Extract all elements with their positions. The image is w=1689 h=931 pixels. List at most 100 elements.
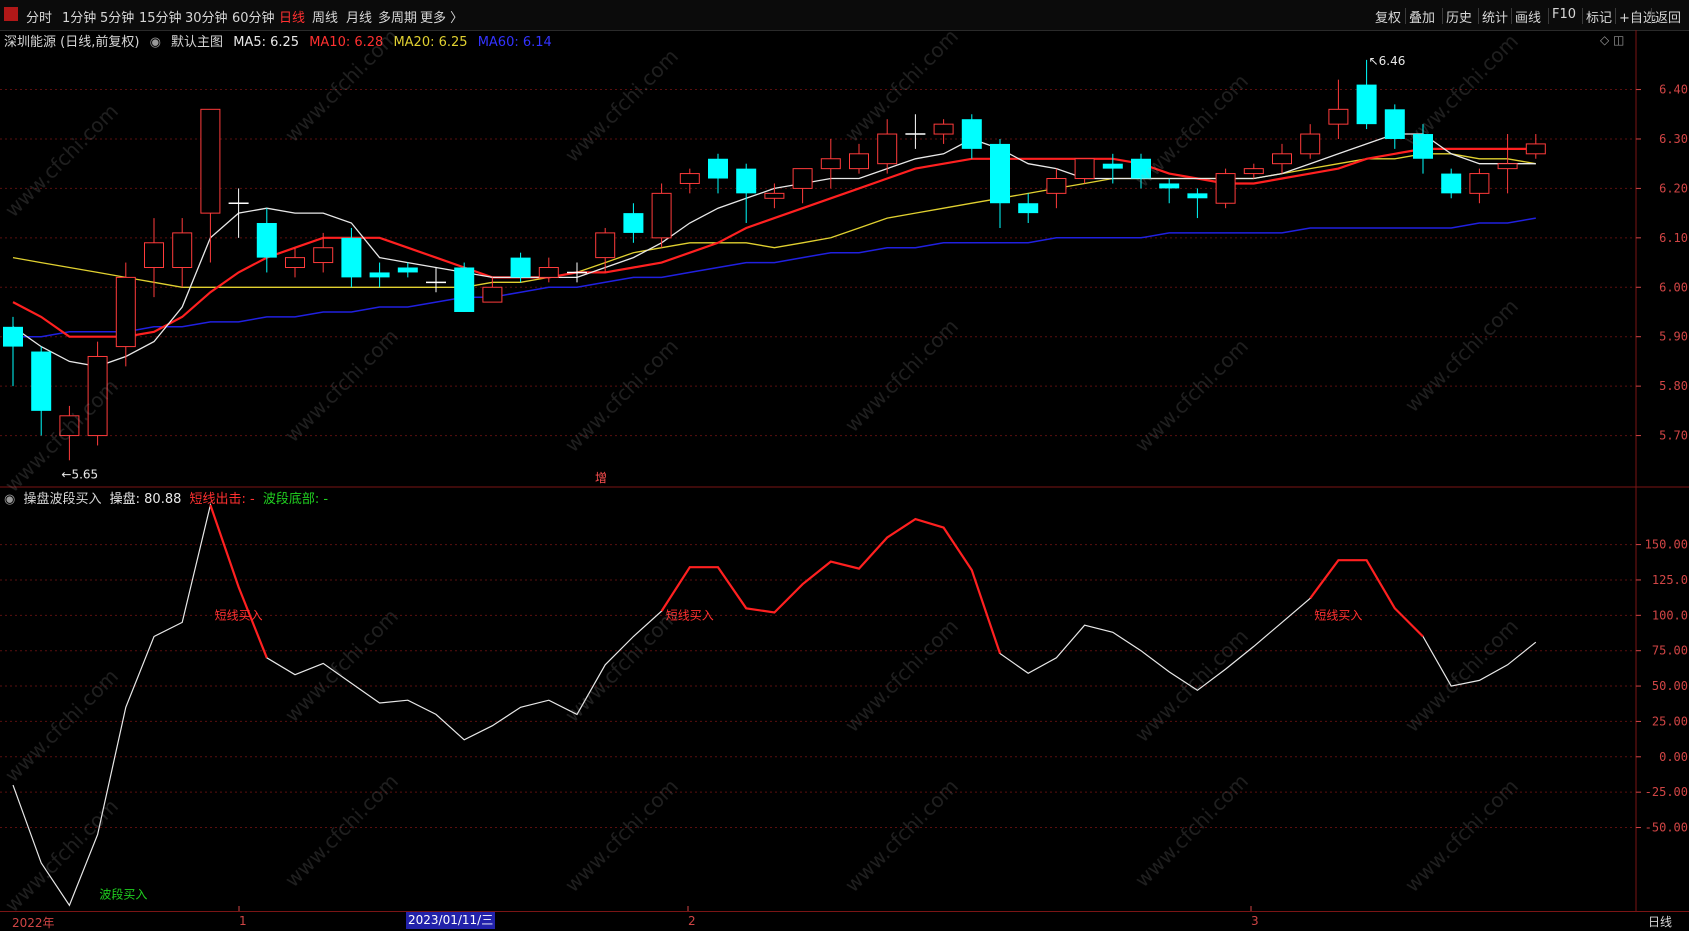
band-bottom-value: 波段底部: - <box>262 492 329 507</box>
period-tag[interactable]: 日线 <box>1648 915 1673 929</box>
period-tab-8[interactable]: 月线 <box>346 11 373 26</box>
candle-body-down <box>1187 193 1208 199</box>
candle-body-up <box>849 153 869 170</box>
price-tick-label: 6.20 <box>1659 181 1688 195</box>
price-tick-label: 5.80 <box>1659 379 1688 393</box>
toolbar-button-7[interactable]: +自选 <box>1619 11 1656 26</box>
candle-body-down <box>31 351 52 411</box>
candle-body-up <box>115 276 136 348</box>
period-tab-3[interactable]: 15分钟 <box>139 11 182 26</box>
candle-body-up <box>595 232 616 259</box>
candle-body-down <box>3 326 23 347</box>
indicator-line <box>12 502 1537 907</box>
period-tab-7[interactable]: 周线 <box>312 11 339 26</box>
indicator-tick-label: 125.0 <box>1652 573 1688 587</box>
candle-body-down <box>961 119 982 149</box>
ma60-value: MA60: 6.14 <box>477 35 552 50</box>
candle-body-up <box>313 247 334 264</box>
period-tab-6[interactable]: 日线 <box>279 11 306 26</box>
toolbar-button-8[interactable]: 返回 <box>1655 11 1682 26</box>
period-tab-4[interactable]: 30分钟 <box>185 11 228 26</box>
candle-body-up <box>200 108 221 214</box>
template-dropdown-icon[interactable]: ◉ <box>149 35 161 50</box>
price-tick-label: 6.40 <box>1659 83 1688 97</box>
candle-body-down <box>1356 84 1377 125</box>
candle-body-up <box>482 286 503 303</box>
candle-body-up <box>1074 158 1095 180</box>
toolbar-divider <box>1442 8 1443 24</box>
short-buy-label: 短线买入 <box>1314 608 1362 622</box>
candle-body-up <box>651 192 672 239</box>
indicator-red-segment <box>660 517 1002 654</box>
candle-body-down <box>369 272 390 278</box>
app-logo-icon[interactable] <box>4 7 18 21</box>
ma20-value: MA20: 6.25 <box>393 35 468 50</box>
cursor-date-label: 2023/01/11/三 <box>406 912 496 929</box>
period-tab-10[interactable]: 更多 〉 <box>420 11 464 26</box>
candle-body-down <box>1159 183 1180 189</box>
indicator-red-segment <box>209 504 268 659</box>
candle-body-down <box>510 257 531 278</box>
price-tick-label: 5.70 <box>1659 429 1688 443</box>
toolbar-button-5[interactable]: F10 <box>1552 7 1577 22</box>
toolbar-button-4[interactable]: 画线 <box>1515 11 1542 26</box>
candle-body-up <box>1497 163 1518 170</box>
candle-body-up <box>792 168 813 189</box>
price-tick-label: 5.90 <box>1659 330 1688 344</box>
period-tab-1[interactable]: 1分钟 <box>62 11 97 26</box>
candle-body-up <box>679 173 700 184</box>
candle-body-up <box>933 123 954 135</box>
indicator-tick-label: 150.00 <box>1645 538 1688 552</box>
candle-body-up <box>764 192 785 199</box>
candle-body-down <box>397 267 418 273</box>
period-tab-2[interactable]: 5分钟 <box>100 11 135 26</box>
toolbar-button-6[interactable]: 标记 <box>1586 11 1613 26</box>
toolbar-divider <box>1651 8 1652 24</box>
price-tick-label: 6.00 <box>1659 280 1688 294</box>
candle-body-down <box>1441 173 1462 194</box>
candle-body-down <box>708 158 728 179</box>
chart-settings-icon[interactable]: ◇ ◫ <box>1600 33 1625 47</box>
date-axis: 2022年 1 2 3 <box>0 911 1689 931</box>
candle-body-down <box>1018 203 1039 214</box>
candle-body-down <box>990 143 1010 204</box>
candle-body-up <box>1300 133 1321 155</box>
indicator-tick-label: -50.00 <box>1645 821 1688 835</box>
candle-body-up <box>59 415 80 437</box>
ma10-line <box>12 147 1536 338</box>
indicator-tick-label: 75.00 <box>1652 644 1688 658</box>
indicator-value: 操盘: 80.88 <box>109 492 182 507</box>
indicator-tick-label: 100.0 <box>1652 608 1688 622</box>
candle-body-up <box>1328 108 1349 125</box>
period-toolbar: 分时 1分钟 5分钟 15分钟 30分钟 60分钟 日线 周线 月线 多周期 更多 〉 复权 叠加 历史统… <box>0 0 1689 31</box>
signal-marker: 增 <box>595 471 607 485</box>
low-price-marker: ←5.65 <box>61 467 98 481</box>
candle-body-up <box>144 242 164 268</box>
toolbar-button-0[interactable]: 复权 <box>1375 11 1402 26</box>
toolbar-divider <box>1478 8 1479 24</box>
template-name[interactable]: 默认主图 <box>171 35 224 50</box>
toolbar-button-1[interactable]: 叠加 <box>1409 11 1436 26</box>
candle-body-down <box>454 267 475 312</box>
period-tab-0[interactable]: 分时 <box>26 11 53 26</box>
period-tab-9[interactable]: 多周期 <box>378 11 418 26</box>
toolbar-button-2[interactable]: 历史 <box>1446 11 1473 26</box>
price-tick-label: 6.10 <box>1659 231 1688 245</box>
short-buy-label: 短线买入 <box>215 608 263 622</box>
toolbar-divider <box>1548 8 1549 24</box>
axis-label-month-3: 3 <box>1251 914 1259 928</box>
indicator-tick-label: 50.00 <box>1652 679 1688 693</box>
toolbar-button-3[interactable]: 统计 <box>1482 11 1509 26</box>
indicator-name[interactable]: 操盘波段买入 <box>23 492 102 507</box>
candle-body-up <box>1243 168 1264 175</box>
period-tab-5[interactable]: 60分钟 <box>232 11 275 26</box>
stock-name[interactable]: 深圳能源 (日线,前复权) <box>4 35 140 50</box>
indicator-tick-label: -25.00 <box>1645 785 1688 799</box>
candle-body-up <box>1272 153 1292 165</box>
candle-body-up <box>1046 178 1067 194</box>
candle-body-up <box>820 158 841 170</box>
price-tick-label: 6.30 <box>1659 132 1688 146</box>
ma5-value: MA5: 6.25 <box>233 35 300 50</box>
indicator-dropdown-icon[interactable]: ◉ <box>4 492 16 507</box>
chart-canvas[interactable]: 6.40 6.30 6.20 6.10 6.00 5.90 5.80 5.70 150.00 12… <box>0 0 1689 911</box>
